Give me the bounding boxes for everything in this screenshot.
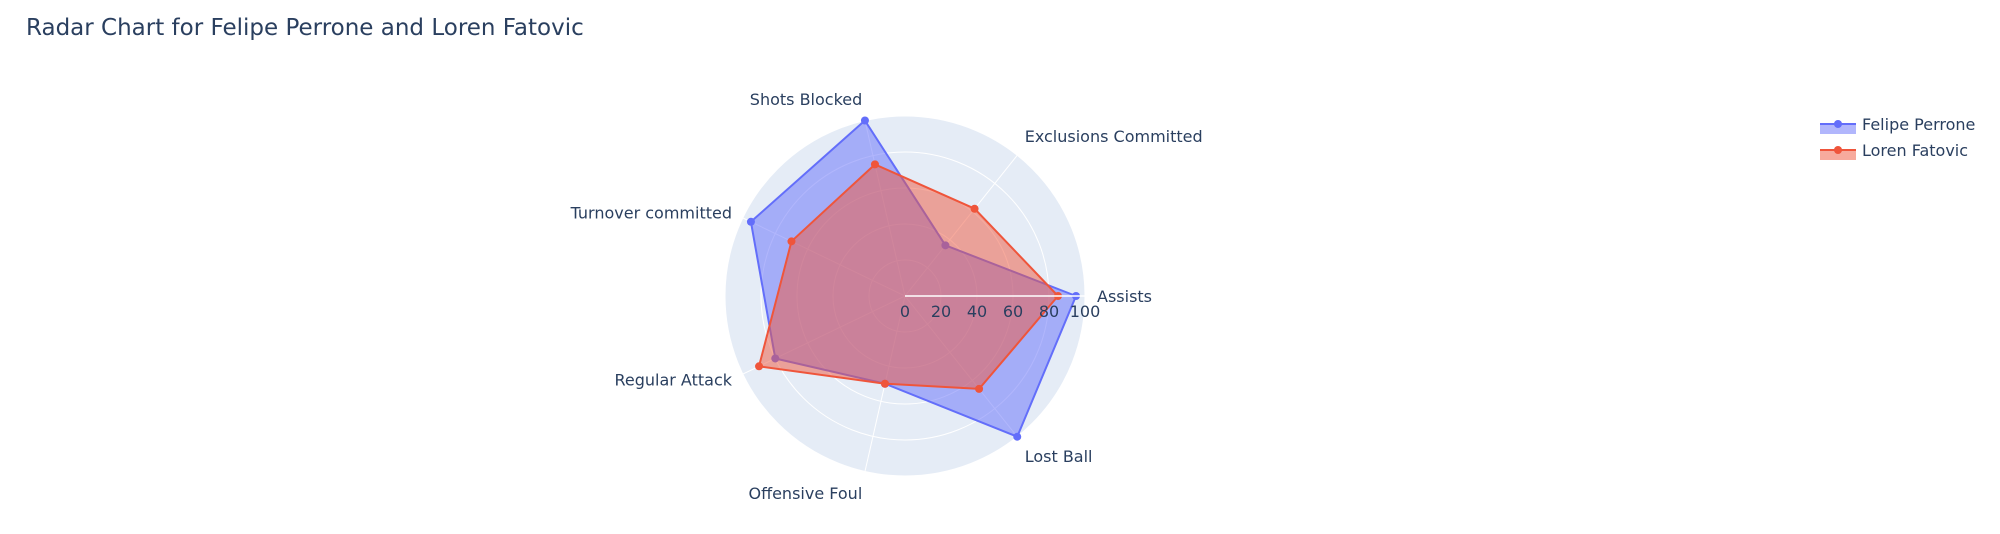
legend-label: Loren Fatovic bbox=[1862, 141, 1968, 160]
data-point bbox=[755, 362, 763, 370]
radial-tick-label: 60 bbox=[1003, 302, 1023, 321]
category-label: Offensive Foul bbox=[748, 484, 862, 503]
data-point bbox=[881, 380, 889, 388]
category-label: Assists bbox=[1097, 287, 1152, 306]
data-point bbox=[971, 205, 979, 213]
category-label: Exclusions Committed bbox=[1025, 127, 1203, 146]
legend-item[interactable]: Felipe Perrone bbox=[1820, 115, 1975, 134]
legend-marker bbox=[1834, 120, 1842, 128]
chart-title: Radar Chart for Felipe Perrone and Loren… bbox=[26, 15, 584, 41]
category-label: Regular Attack bbox=[614, 370, 732, 389]
category-label: Turnover committed bbox=[570, 204, 732, 223]
legend-marker bbox=[1834, 146, 1842, 154]
data-point bbox=[871, 160, 879, 168]
data-point bbox=[787, 237, 795, 245]
category-label: Shots Blocked bbox=[750, 90, 862, 109]
legend-label: Felipe Perrone bbox=[1862, 115, 1975, 134]
legend[interactable]: Felipe Perrone Loren Fatovic bbox=[1820, 115, 1975, 160]
data-point bbox=[975, 385, 983, 393]
data-point bbox=[1013, 433, 1021, 441]
legend-item[interactable]: Loren Fatovic bbox=[1820, 141, 1968, 160]
category-label: Lost Ball bbox=[1025, 447, 1093, 466]
radial-tick-label: 20 bbox=[931, 302, 951, 321]
data-point bbox=[747, 218, 755, 226]
radial-tick-label: 0 bbox=[900, 302, 910, 321]
radial-tick-label: 80 bbox=[1039, 302, 1059, 321]
radial-tick-label: 100 bbox=[1070, 302, 1101, 321]
data-point bbox=[861, 117, 869, 125]
radial-tick-label: 40 bbox=[967, 302, 987, 321]
